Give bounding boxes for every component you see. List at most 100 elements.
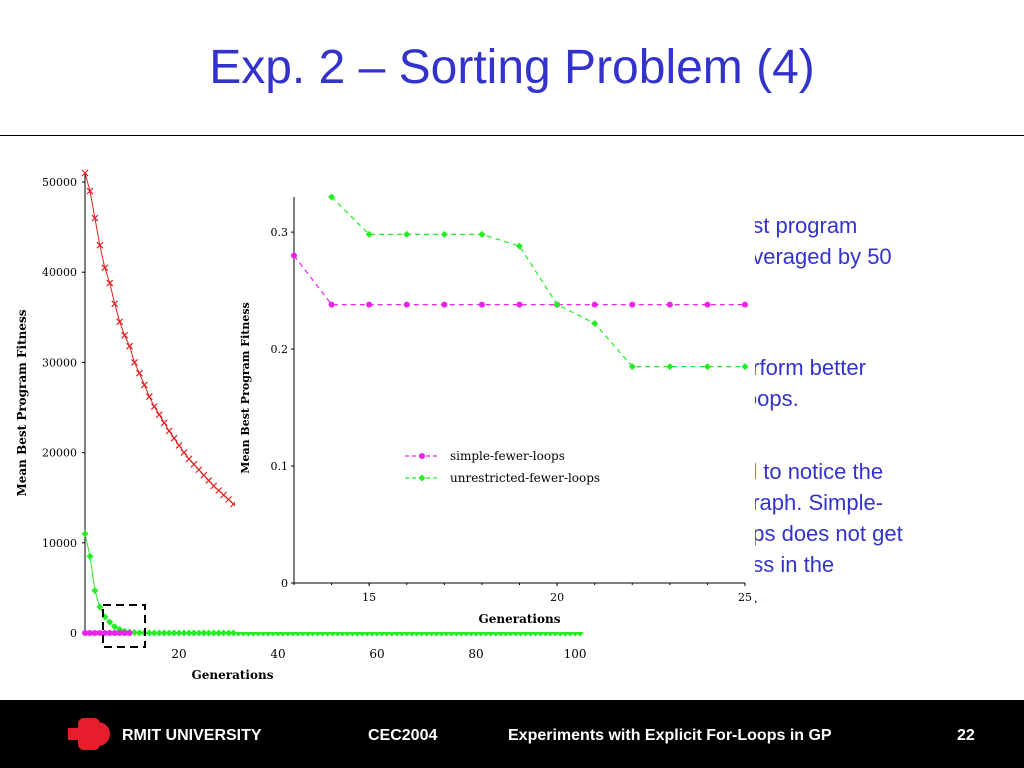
y-tick-label: 40000 [42,266,77,279]
inset-y-tick-label: 0 [281,577,288,590]
data-point-green [135,629,143,637]
data-point-magenta [116,630,123,636]
data-point-green [180,629,188,637]
data-point-red [111,300,119,308]
data-point-red [116,318,124,326]
y-tick-label: 0 [70,627,77,640]
data-point-green [96,603,104,611]
inset-data-point-magenta [478,301,485,308]
legend-marker-magenta [419,453,425,459]
rmit-logo-icon [68,718,110,750]
data-point-red [145,393,153,401]
x-tick-label: 40 [270,647,285,661]
data-point-red [160,419,168,427]
data-point-green [150,629,158,637]
bullet-3-line-2: graph. Simple- [740,490,884,515]
data-point-green [165,629,173,637]
inset-data-point-green [591,319,599,327]
data-point-green [111,623,119,631]
footer-talk-title: Experiments with Explicit For-Loops in G… [508,727,832,744]
footer-conference: CEC2004 [368,727,438,744]
data-point-green [160,629,168,637]
data-point-green [175,629,183,637]
bullet-1-line-1: est program [740,213,858,238]
inset-data-point-magenta [629,301,636,308]
bullet-3: ul to notice the graph. Simple- ops does… [740,456,1020,611]
inset-data-point-magenta [441,301,448,308]
data-point-green [225,629,233,637]
legend-marker-green [418,474,426,482]
zoom-region-box [102,604,146,648]
footer-bar: RMIT UNIVERSITY CEC2004 Experiments with… [0,700,1024,768]
data-point-red [121,331,129,339]
inset-data-point-green [703,363,711,371]
data-point-red [165,427,173,435]
inset-y-tick-label: 0.1 [271,460,289,473]
bullet-1-line-2: averaged by 50 [740,244,892,269]
inset-y-tick-label: 0.2 [271,343,289,356]
x-tick-label: 20 [171,647,186,661]
data-point-green [190,629,198,637]
inset-data-point-green [403,230,411,238]
inset-series-line-green [331,196,745,368]
data-point-red [155,411,163,419]
data-point-red [106,279,114,287]
inset-data-point-green [478,230,486,238]
inset-data-point-magenta [742,301,748,308]
inset-data-point-green [328,193,336,201]
data-point-green [195,629,203,637]
data-point-red [126,342,133,350]
inset-data-point-magenta [291,252,297,259]
inset-data-point-magenta [666,301,673,308]
data-point-red [81,169,89,177]
inset-data-point-green [440,230,448,238]
inset-data-point-magenta [591,301,598,308]
data-point-green [210,629,218,637]
inset-data-point-green [628,363,636,371]
inset-data-point-green [516,242,523,250]
bullet-2-line-1: erform better [740,355,866,380]
data-point-green [170,629,178,637]
data-point-magenta [121,630,128,636]
data-point-red [136,369,143,377]
data-point-red [140,381,148,389]
title-divider [0,135,1024,136]
data-point-green [91,587,99,595]
data-point-green [131,629,138,637]
data-point-green [215,629,223,637]
main-fitness-chart: 0 10000 20000 30000 40000 50000 20 40 60 80 100 Gen… [15,169,587,682]
inset-data-point-green [365,230,373,238]
inset-series-line-magenta [293,255,745,306]
data-point-red [205,477,213,484]
data-point-magenta [126,630,133,636]
inset-data-point-magenta [328,301,335,308]
data-point-green [155,629,163,637]
inset-fitness-chart: 0 0.1 0.2 0.3 15 20 25 Generations Mean Best Pro… [235,192,755,632]
inset-data-point-magenta [516,301,523,308]
inset-data-point-magenta [366,301,373,308]
data-point-green [81,530,89,538]
inset-data-point-magenta [704,301,711,308]
data-point-green [86,552,94,560]
inset-x-axis-label: Generations [479,612,561,626]
x-tick-label: 100 [564,647,587,661]
data-point-magenta [96,630,103,636]
data-point-red [190,460,198,468]
bullet-1: est program averaged by 50 [740,210,1020,272]
inset-x-tick-label: 20 [550,591,564,604]
inset-data-point-green [553,301,561,309]
data-point-green [220,629,228,637]
y-tick-label: 10000 [42,537,77,550]
bullet-3-line-1: ul to notice the [740,459,884,484]
data-point-red [131,358,138,366]
data-point-magenta [86,630,93,636]
data-point-red [175,441,183,449]
slide-title: Exp. 2 – Sorting Problem (4) [209,41,815,94]
data-point-red [195,466,203,474]
data-point-magenta [82,630,88,636]
x-tick-label: 60 [369,647,384,661]
x-axis-label: Generations [192,668,274,682]
y-axis-label: Mean Best Program Fitness [15,309,29,496]
data-point-magenta [111,630,118,636]
data-point-red [96,241,104,249]
